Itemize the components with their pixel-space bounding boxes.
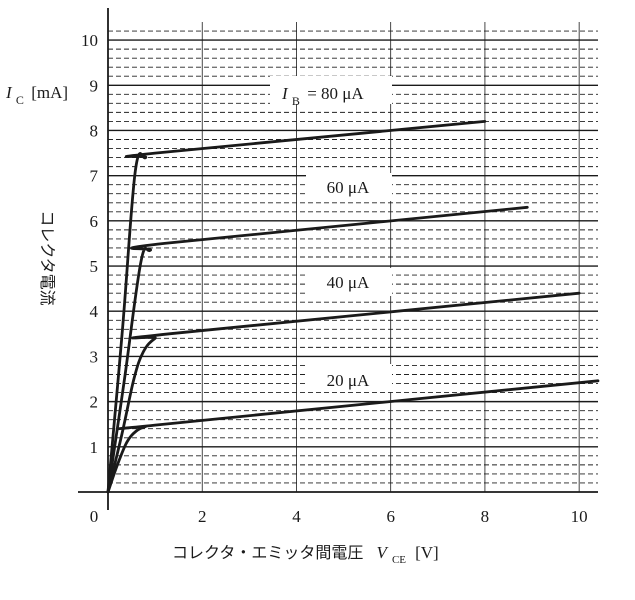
x-axis-caption: コレクタ・エミッタ間電圧 [172,543,363,562]
y-tick-label: 6 [90,212,99,231]
ib-symbol: I [281,84,289,103]
x-tick-label: 6 [386,507,395,526]
y-tick-label: 7 [90,167,99,186]
label-40-text: 40 μA [327,273,370,292]
x-tick-label: 0 [90,507,99,526]
series-line-80uA [106,120,487,494]
y-axis-caption: コレクタ電流 [38,210,57,305]
y-tick-label: 4 [90,302,99,321]
label-60-text: 60 μA [327,178,370,197]
vce-unit: [V] [415,543,439,562]
x-tick-label: 10 [571,507,588,526]
label-40-bg [306,268,392,296]
label-20-text: 20 μA [327,371,370,390]
curves [106,120,600,494]
x-tick-label: 4 [292,507,301,526]
vce-symbol: V [376,543,389,562]
y-tick-label: 5 [90,257,99,276]
y-tick-label: 8 [90,121,99,140]
minor-grid [108,30,598,484]
series-label-40: 40 μA [306,268,392,296]
y-tick-label: 2 [90,393,99,412]
ic-unit: [mA] [31,83,68,102]
series-label-20: 20 μA [306,364,392,392]
y-tick-label: 9 [90,76,99,95]
ib-eq: = 80 μA [307,84,364,103]
ic-symbol: I [5,83,13,102]
y-axis-symbol: I C [mA] [5,83,68,108]
y-tick-label: 3 [90,347,99,366]
series-label-80: I B = 80 μA [270,76,392,109]
series-line-40uA [106,291,581,494]
ib-sub: B [292,94,300,108]
x-axis-title: コレクタ・エミッタ間電圧 V CE [V] [172,543,439,567]
vce-sub: CE [392,554,406,566]
series-line-60uA [106,205,529,494]
label-60-bg [306,173,392,201]
ic-sub: C [16,93,24,107]
x-tick-label: 8 [481,507,490,526]
label-80-text: I B = 80 μA [281,84,364,109]
series-label-60: 60 μA [306,173,392,201]
y-tick-label: 10 [81,31,98,50]
x-tick-label: 2 [198,507,207,526]
axes [78,8,598,510]
tick-labels: 1 2 3 4 5 6 7 8 9 10 0 2 4 6 8 10 [81,31,588,526]
label-80-bg [270,76,392,104]
series-line-20uA [106,379,600,494]
label-20-bg [306,364,392,392]
y-tick-label: 1 [90,438,99,457]
